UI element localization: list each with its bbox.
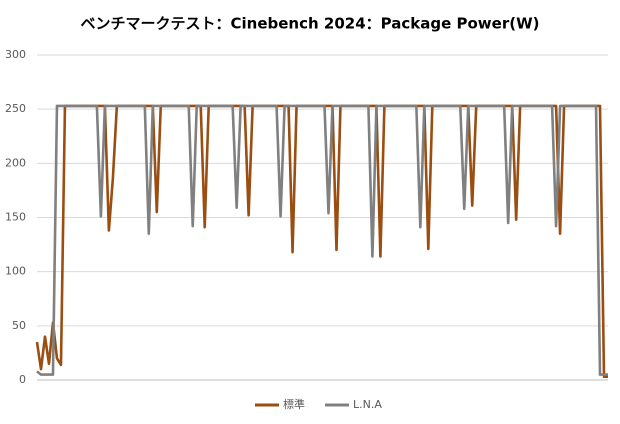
y-tick-label: 300 bbox=[5, 48, 26, 61]
chart-title: ベンチマークテスト：Cinebench 2024：Package Power(W… bbox=[81, 15, 540, 33]
legend-label: 標準 bbox=[283, 397, 305, 411]
series-line bbox=[36, 104, 608, 376]
y-tick-label: 50 bbox=[12, 319, 26, 332]
y-tick-label: 100 bbox=[5, 265, 26, 278]
y-tick-label: 150 bbox=[5, 211, 26, 224]
y-tick-label: 0 bbox=[19, 373, 26, 386]
series-line bbox=[35, 104, 608, 379]
y-tick-label: 250 bbox=[5, 102, 26, 115]
legend-label: L.N.A bbox=[353, 398, 382, 411]
y-tick-label: 200 bbox=[5, 156, 26, 169]
